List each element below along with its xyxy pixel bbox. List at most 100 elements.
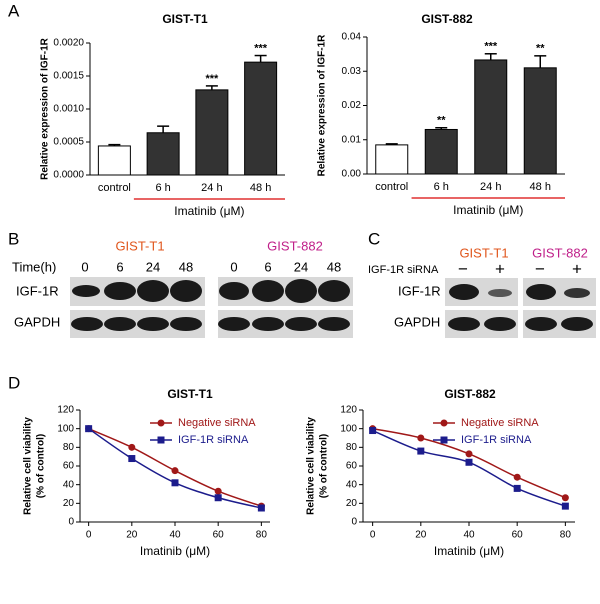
x-tick-label: 40 <box>463 530 475 541</box>
bar <box>375 144 409 175</box>
x-tick-label: 0 <box>86 530 92 541</box>
y-tick-label: 0.01 <box>342 134 362 145</box>
x-axis-label: Imatinib (μM) <box>140 544 210 558</box>
legend-marker <box>440 419 448 427</box>
y-tick-label: 0 <box>351 517 357 528</box>
point <box>513 473 521 481</box>
y-axis-label: (% of control) <box>36 434 47 498</box>
panel-label: B <box>8 229 19 248</box>
point <box>128 443 136 451</box>
chart: GIST-T1 0.0000 0.0005 0.0010 0.0015 0.0020Rel… <box>40 12 285 218</box>
chart: GIST-T1 0 20 40 60 80 100 120 0 20 40 60 80 Relative … <box>23 387 270 558</box>
y-tick-label: 100 <box>57 423 74 434</box>
y-tick-label: 20 <box>63 498 75 509</box>
bands <box>448 284 593 331</box>
y-axis-label: Relative expression of IGF-1R <box>317 34 328 176</box>
y-tick-label: 60 <box>346 461 358 472</box>
x-tick-label: 80 <box>256 530 268 541</box>
lane-label: + <box>495 259 505 278</box>
bar <box>146 132 180 176</box>
lane-label: 6 <box>264 259 271 274</box>
lane-label: 24 <box>294 259 308 274</box>
chart-title: GIST-T1 <box>167 387 213 401</box>
panel-label: C <box>368 229 380 248</box>
y-axis-label: Relative expression of IGF-1R <box>40 37 51 179</box>
x-tick-label: control <box>375 181 408 193</box>
point <box>85 425 93 433</box>
chart: GIST-882 0.00 0.01 0.02 0.03 0.04 Relative exp… <box>317 12 565 217</box>
point <box>171 467 179 475</box>
point <box>128 455 136 463</box>
blot-b: GIST-T1 GIST-882 Time(h) 0 6 24 48 0 6 2… <box>12 238 353 338</box>
point <box>257 504 265 512</box>
x-axis-label: Imatinib (μM) <box>453 203 523 217</box>
point <box>561 502 569 510</box>
y-tick-label: 0 <box>68 517 74 528</box>
row-label: IGF-1R <box>16 283 59 298</box>
y-tick-label: 0.03 <box>342 66 362 77</box>
y-tick-label: 80 <box>346 442 358 453</box>
point <box>417 447 425 455</box>
chart: GIST-882 0 20 40 60 80 100 120 0 20 40 60 80 Relative… <box>306 387 575 558</box>
row-label: GAPDH <box>394 314 440 329</box>
y-tick-label: 0.0010 <box>53 104 84 115</box>
group-label: GIST-882 <box>532 245 588 260</box>
lane-label: − <box>535 259 545 278</box>
point <box>171 479 179 487</box>
y-axis-label: Relative cell viability <box>306 417 317 515</box>
x-tick-label: 48 h <box>530 181 551 193</box>
legend-label: IGF-1R siRNA <box>461 434 532 446</box>
significance: *** <box>484 41 498 53</box>
legend-label: Negative siRNA <box>461 417 539 429</box>
bar <box>424 128 458 175</box>
chart-title: GIST-882 <box>421 12 473 26</box>
point <box>417 434 425 442</box>
lane-label: + <box>572 259 582 278</box>
y-tick-label: 120 <box>340 405 357 416</box>
lane-label: 24 <box>146 259 160 274</box>
point <box>513 484 521 492</box>
y-tick-label: 0.02 <box>342 100 362 111</box>
y-axis-label: (% of control) <box>319 434 330 498</box>
panel-label: A <box>8 1 20 20</box>
y-tick-label: 40 <box>63 479 75 490</box>
x-tick-label: 48 h <box>250 182 271 194</box>
lane-label: 6 <box>116 259 123 274</box>
y-tick-label: 0.00 <box>342 169 362 180</box>
x-tick-label: 60 <box>213 530 225 541</box>
x-tick-label: 40 <box>169 530 181 541</box>
x-tick-label: 0 <box>370 530 376 541</box>
x-axis-label: Imatinib (μM) <box>174 204 244 218</box>
y-tick-label: 0.0020 <box>53 38 84 49</box>
blot-c: GIST-T1 GIST-882 IGF-1R siRNA − + − + IG… <box>368 245 596 338</box>
group-label: GIST-T1 <box>459 245 508 260</box>
bar <box>523 67 557 175</box>
legend-marker <box>157 419 165 427</box>
significance: *** <box>205 73 219 85</box>
significance: ** <box>437 115 446 127</box>
point <box>214 494 222 502</box>
point <box>214 487 222 495</box>
chart-title: GIST-T1 <box>162 12 208 26</box>
point <box>369 427 377 435</box>
legend-label: IGF-1R siRNA <box>178 434 249 446</box>
y-tick-label: 0.0000 <box>53 170 84 181</box>
x-tick-label: 6 h <box>155 182 170 194</box>
lane-label: 0 <box>81 259 88 274</box>
x-tick-label: 20 <box>126 530 138 541</box>
y-tick-label: 100 <box>340 423 357 434</box>
legend-marker <box>157 436 165 444</box>
row-label: IGF-1R <box>398 283 441 298</box>
y-tick-label: 60 <box>63 461 75 472</box>
row-label: GAPDH <box>14 314 60 329</box>
time-label: Time(h) <box>12 259 56 274</box>
bands <box>71 279 350 331</box>
legend-marker <box>440 436 448 444</box>
group-label: GIST-T1 <box>115 238 164 253</box>
panel-label: D <box>8 373 20 392</box>
lane-label: 0 <box>230 259 237 274</box>
x-tick-label: 80 <box>560 530 572 541</box>
chart-title: GIST-882 <box>444 387 496 401</box>
y-tick-label: 40 <box>346 479 358 490</box>
bar <box>244 61 278 176</box>
